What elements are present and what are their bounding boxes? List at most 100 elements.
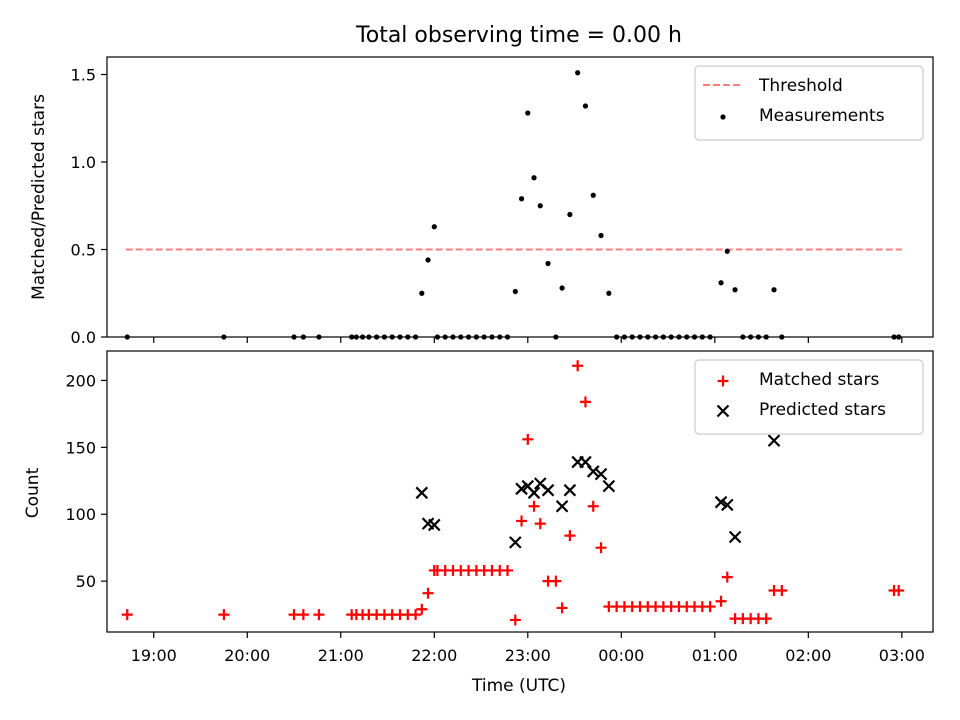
- chart-title: Total observing time = 0.00 h: [355, 23, 682, 48]
- legend-label: Threshold: [758, 76, 843, 96]
- data-point: [288, 609, 300, 621]
- y-tick-label: 0.5: [71, 241, 96, 260]
- data-point: [559, 285, 565, 291]
- axes-frame: [106, 56, 934, 338]
- data-point: [602, 479, 616, 493]
- legend-swatch: [720, 114, 726, 120]
- legend-label: Matched stars: [759, 370, 879, 390]
- data-point: [760, 613, 772, 625]
- data-point: [416, 603, 428, 615]
- data-point: [776, 585, 788, 597]
- data-point: [410, 609, 422, 621]
- data-point: [714, 495, 728, 509]
- legend: Matched stars Predicted stars: [694, 359, 924, 435]
- series-predicted-stars: [415, 434, 781, 549]
- data-point: [715, 595, 727, 607]
- data-point: [534, 518, 546, 530]
- data-point: [428, 518, 441, 532]
- data-point: [579, 396, 591, 408]
- top-y-axis-label: Matched/Predicted stars: [29, 94, 49, 300]
- data-point: [556, 602, 568, 614]
- data-point: [721, 498, 734, 512]
- data-point: [718, 280, 724, 286]
- x-tick-label: 02:00: [785, 646, 831, 665]
- y-tick-label: 100: [65, 505, 96, 524]
- y-tick-label: 50: [76, 572, 96, 591]
- data-point: [586, 465, 600, 478]
- top-panel-ratio-plot: Total observing time = 0.00 h Matched/Pr…: [29, 23, 934, 347]
- data-point: [509, 536, 522, 549]
- data-point: [531, 175, 537, 181]
- y-tick-label: 200: [65, 371, 96, 390]
- data-point: [512, 288, 518, 295]
- data-point: [516, 515, 528, 527]
- data-point: [594, 467, 608, 481]
- legend-frame: [694, 359, 924, 435]
- data-point: [297, 609, 309, 621]
- series-matched-stars: [121, 360, 905, 626]
- data-point: [564, 530, 576, 542]
- axes-frame: [106, 350, 934, 633]
- data-point: [590, 192, 596, 198]
- x-tick-label: 00:00: [598, 646, 644, 665]
- data-point: [721, 571, 733, 583]
- data-point: [515, 482, 528, 496]
- x-tick-label: 03:00: [879, 646, 925, 665]
- legend-swatch: [716, 404, 730, 418]
- data-point: [545, 260, 551, 267]
- data-point: [767, 434, 781, 447]
- data-point: [522, 433, 534, 445]
- data-point: [582, 103, 589, 109]
- data-point: [527, 486, 541, 500]
- x-tick-label: 20:00: [224, 646, 270, 665]
- bottom-panel-count-plot: Count Time (UTC) 19:00 20:00 21:00 22:00 23:…: [23, 350, 934, 696]
- legend-swatch: [717, 375, 729, 387]
- data-point: [425, 257, 431, 263]
- x-tick-label: 01:00: [692, 646, 738, 665]
- data-point: [218, 609, 230, 621]
- data-point: [606, 290, 612, 296]
- x-tick-label: 21:00: [318, 646, 364, 665]
- data-point: [572, 360, 584, 372]
- x-tick-label: 22:00: [411, 646, 457, 665]
- y-tick-label: 150: [65, 438, 96, 457]
- y-tick-label: 1.0: [71, 153, 96, 172]
- data-point: [579, 455, 592, 469]
- data-point: [567, 211, 573, 218]
- data-point: [419, 290, 425, 296]
- y-tick-label: 1.5: [71, 66, 96, 85]
- data-point: [525, 110, 531, 116]
- data-point: [537, 203, 543, 209]
- data-point: [509, 614, 521, 626]
- data-point: [422, 587, 434, 599]
- data-point: [598, 232, 604, 239]
- data-point: [563, 483, 577, 497]
- data-point: [502, 564, 514, 576]
- data-point: [555, 499, 569, 513]
- x-tick-label: 19:00: [131, 646, 177, 665]
- data-point: [121, 609, 133, 621]
- data-point: [415, 486, 429, 500]
- legend-frame: [694, 65, 924, 141]
- data-point: [893, 585, 905, 597]
- data-point: [313, 609, 325, 621]
- data-point: [541, 483, 555, 497]
- data-point: [595, 542, 607, 554]
- x-axis-label: Time (UTC): [471, 676, 566, 696]
- data-point: [771, 287, 777, 293]
- legend: Threshold Measurements: [694, 65, 924, 141]
- data-point: [732, 287, 738, 293]
- data-point: [431, 224, 437, 230]
- data-point: [724, 248, 730, 254]
- data-point: [518, 196, 525, 202]
- data-point: [587, 500, 599, 512]
- data-point: [528, 500, 540, 512]
- data-point: [704, 601, 716, 613]
- legend-label: Predicted stars: [759, 400, 886, 420]
- y-tick-label: 0.0: [71, 328, 96, 347]
- data-point: [728, 530, 742, 544]
- bottom-y-axis-label: Count: [23, 467, 43, 518]
- data-point: [575, 70, 581, 76]
- x-tick-label: 23:00: [505, 646, 551, 665]
